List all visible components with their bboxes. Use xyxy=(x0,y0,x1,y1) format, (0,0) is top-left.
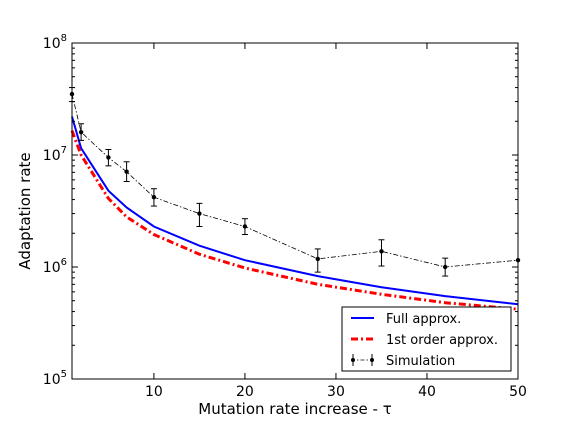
plot-frame xyxy=(71,42,519,380)
data-point xyxy=(242,224,248,229)
data-point xyxy=(315,256,320,262)
data-point xyxy=(442,264,448,270)
legend-label: Full approx. xyxy=(386,312,461,327)
y-tick-label: 106 xyxy=(43,257,67,276)
legend-item-full-approx: Full approx. xyxy=(351,312,461,327)
series-line-simulation xyxy=(71,94,519,268)
legend-label: Simulation xyxy=(386,354,455,369)
x-tick-label: 30 xyxy=(327,384,345,400)
data-point xyxy=(78,129,84,135)
x-tick-label: 20 xyxy=(236,384,254,400)
legend-marker xyxy=(351,358,355,362)
data-point xyxy=(197,211,202,216)
series-line-1st-order-approx xyxy=(70,130,519,311)
data-point xyxy=(106,155,111,160)
x-tick-label: 40 xyxy=(418,384,436,400)
series-line-full-approx xyxy=(71,116,519,306)
y-tick-label: 107 xyxy=(43,145,67,164)
x-tick-label: 10 xyxy=(145,384,163,400)
tick-label-layer: 10 20 30 40 50 105 106 107 108 xyxy=(43,33,527,400)
legend: Full approx. 1st order approx. Simulation xyxy=(341,306,512,372)
legend-item-simulation: Simulation xyxy=(351,354,455,369)
series-simulation xyxy=(69,87,521,277)
series-1st-order-approx xyxy=(70,130,519,311)
y-tick-label: 105 xyxy=(43,369,67,388)
legend-label: 1st order approx. xyxy=(386,333,498,348)
data-point xyxy=(379,249,384,254)
series-full-approx xyxy=(71,116,519,306)
series-layer xyxy=(69,87,521,311)
legend-marker xyxy=(370,358,374,362)
y-tick-label: 108 xyxy=(43,33,67,52)
data-point xyxy=(124,169,129,174)
data-point xyxy=(151,194,157,200)
legend-item-1st-order-approx: 1st order approx. xyxy=(351,333,498,348)
x-axis-label: Mutation rate increase - τ xyxy=(198,400,391,418)
x-tick-label: 50 xyxy=(509,384,527,400)
legend-items: Full approx. 1st order approx. Simulation xyxy=(351,312,498,369)
y-axis-label: Adaptation rate xyxy=(16,152,34,269)
